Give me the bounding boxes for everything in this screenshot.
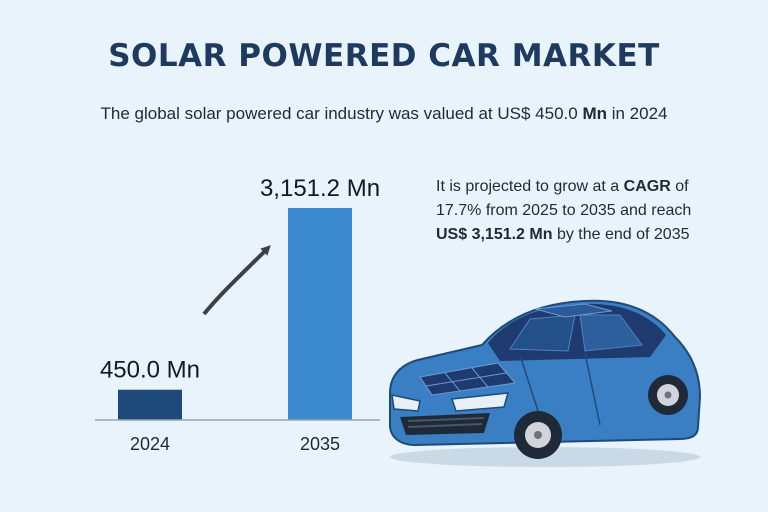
projection-value: US$ 3,151.2 Mn <box>436 226 553 243</box>
x-tick-2035: 2035 <box>300 434 340 454</box>
bar-2024 <box>118 389 182 420</box>
subtitle-end: in 2024 <box>606 104 668 123</box>
projection-part-1: It is projected to grow at a <box>436 178 624 195</box>
subtitle-text: The global solar powered car industry wa… <box>100 104 583 123</box>
projection-part-2: of 17.7% from 2025 to 2035 and reach <box>436 178 692 219</box>
x-tick-2024: 2024 <box>130 434 170 454</box>
solar-car-icon <box>389 299 702 467</box>
projection-cagr: CAGR <box>623 178 671 195</box>
growth-arrow <box>202 245 271 316</box>
data-label-2024: 450.0 Mn <box>100 357 200 384</box>
page-title: SOLAR POWERED CAR MARKET <box>108 38 660 74</box>
subtitle-bold: Mn <box>582 104 607 123</box>
bar-chart: 450.0 Mn 2024 3,151.2 Mn 2035 <box>95 175 380 454</box>
data-label-2035: 3,151.2 Mn <box>260 175 380 202</box>
page-subtitle: The global solar powered car industry wa… <box>0 104 768 124</box>
projection-text: It is projected to grow at a CAGR of 17.… <box>436 175 726 247</box>
bar-2035 <box>288 208 352 420</box>
projection-part-3: by the end of 2035 <box>552 226 690 243</box>
